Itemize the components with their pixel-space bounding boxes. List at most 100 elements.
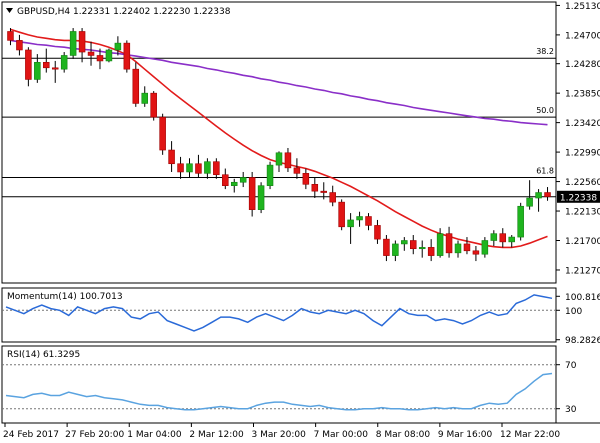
time-tick-label: 12 Mar 22:00 (500, 430, 560, 440)
candle (230, 178, 238, 193)
candle (490, 230, 498, 246)
candle-up (239, 177, 247, 183)
time-tick-label: 3 Mar 20:00 (252, 430, 307, 440)
candle (150, 91, 157, 121)
candle-up (526, 197, 533, 207)
candle (338, 199, 345, 231)
candle (16, 34, 23, 56)
candle-down (311, 184, 319, 192)
candle (347, 213, 354, 244)
candle (499, 228, 507, 248)
candle (204, 158, 211, 179)
candle (213, 158, 220, 179)
candle-up (204, 161, 211, 174)
candle-down (410, 240, 417, 250)
candle-up (114, 42, 122, 51)
candle (114, 36, 122, 56)
candle (141, 86, 148, 107)
candle-down (302, 173, 310, 185)
candle-down (472, 250, 480, 255)
candle-down (7, 31, 14, 41)
candle-up (436, 233, 444, 256)
candle (320, 182, 328, 200)
candle-down (96, 55, 104, 62)
candle-up (454, 243, 462, 254)
candle (463, 237, 471, 255)
candle (508, 235, 515, 248)
time-tick-label: 2 Mar 12:00 (189, 430, 244, 440)
candle (168, 141, 175, 172)
momentum-title: Momentum(14) 100.7013 (7, 292, 123, 302)
fibonacci-level-label: 38.2 (536, 47, 554, 56)
candle (96, 48, 104, 70)
candle-down (427, 247, 435, 256)
candle (436, 228, 444, 258)
candle (481, 237, 489, 258)
candle-down (445, 233, 453, 254)
candle (222, 168, 229, 190)
candle-down (87, 51, 95, 56)
price-tick-label: 1.21700 (565, 237, 600, 247)
price-tick-label: 1.24700 (565, 31, 600, 41)
candle-down (25, 49, 32, 80)
candle (25, 47, 32, 87)
candle-up (401, 240, 408, 245)
momentum-tick-label: 100 (565, 307, 582, 317)
candle (418, 240, 426, 258)
candle (374, 219, 381, 244)
candle-down (544, 192, 551, 197)
candle (535, 189, 542, 212)
candle-down (16, 40, 23, 51)
candle (195, 154, 202, 178)
candle-up (141, 92, 148, 104)
candle-down (320, 190, 328, 193)
momentum-tick-label: 100.8165 (565, 293, 600, 303)
time-tick-label: 1 Mar 04:00 (127, 430, 182, 440)
candle-up (535, 192, 542, 199)
candle-down (284, 152, 292, 169)
candle (365, 213, 372, 231)
candle (257, 182, 265, 214)
candle-down (168, 149, 175, 165)
rsi-panel-frame (1, 345, 557, 424)
candle (105, 48, 113, 63)
candle (69, 28, 77, 59)
rsi-line (5, 372, 553, 411)
candle-up (392, 243, 399, 256)
candle-down (150, 92, 157, 118)
candle (293, 158, 301, 179)
momentum-line (5, 294, 553, 332)
chart-title: GBPUSD,H4 1.22331 1.22402 1.22230 1.2233… (17, 7, 231, 17)
candle-down (213, 161, 220, 176)
candle-down (338, 201, 345, 228)
candle (427, 239, 435, 262)
candle-up (34, 62, 41, 80)
candle-down (383, 238, 390, 256)
candle (239, 171, 247, 188)
candle-down (293, 167, 301, 174)
candle-down (248, 177, 256, 210)
candle (275, 151, 283, 172)
candle (472, 245, 480, 262)
candle (43, 48, 50, 73)
candle (159, 113, 166, 155)
candle-up (275, 152, 283, 166)
candle-down (365, 216, 372, 226)
candle (186, 158, 193, 178)
candle-up (490, 233, 498, 241)
candle-down (132, 68, 140, 104)
momentum-tick-label: 98.2826 (565, 336, 600, 346)
candle-up (230, 181, 238, 186)
candle-up (257, 185, 265, 210)
time-tick-label: 9 Mar 16:00 (438, 430, 493, 440)
candle-up (69, 31, 77, 56)
candle-up (105, 49, 113, 62)
candle (445, 226, 453, 258)
candle (51, 60, 59, 83)
candle-down (374, 225, 381, 240)
candle (410, 235, 417, 255)
candle (34, 54, 41, 83)
candle (132, 62, 140, 107)
candle (517, 202, 524, 241)
price-tick-label: 1.23850 (565, 90, 600, 100)
